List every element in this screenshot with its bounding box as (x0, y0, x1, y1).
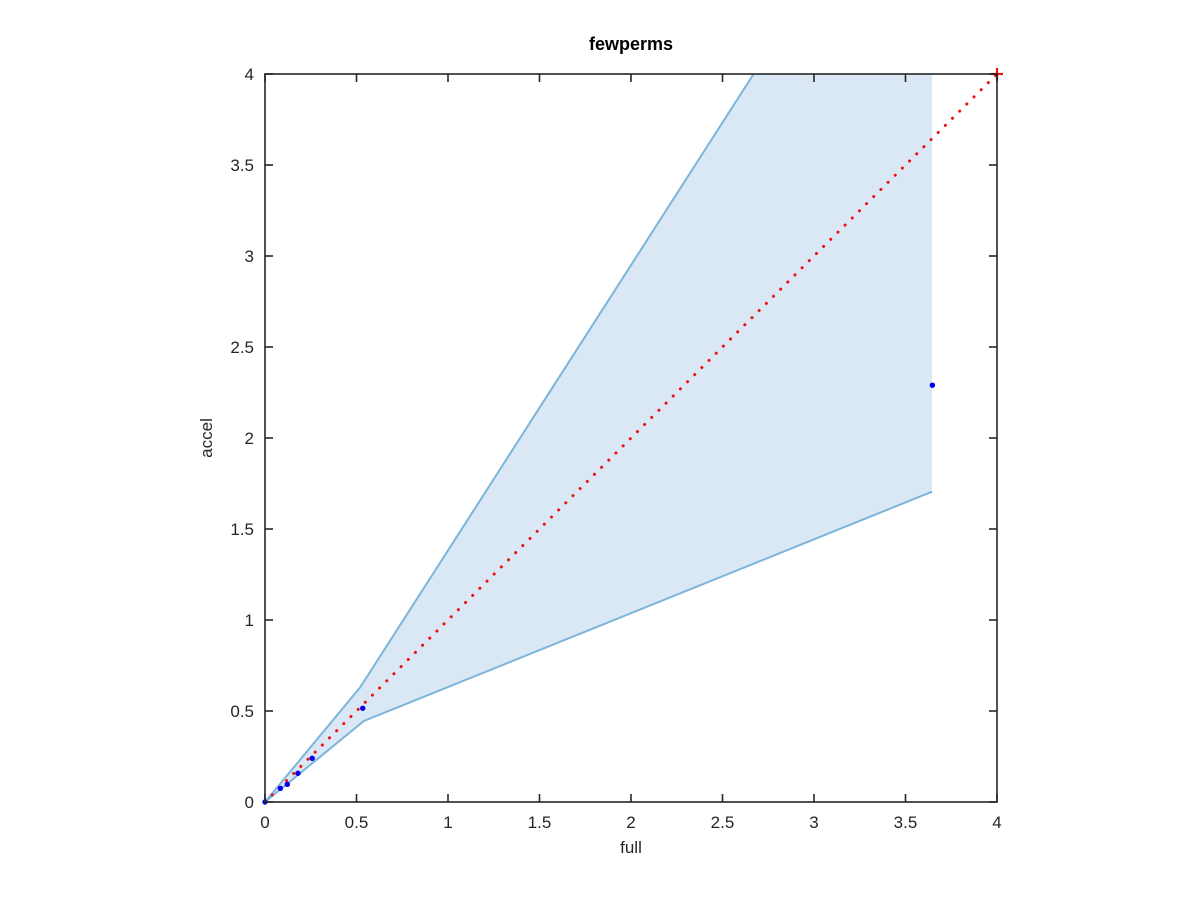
x-tick-label: 3.5 (894, 813, 918, 832)
x-tick-label: 4 (992, 813, 1001, 832)
scatter-point (929, 382, 936, 388)
chart-title: fewperms (588, 34, 674, 54)
x-tick-label: 0.5 (345, 813, 369, 832)
x-tick-label: 2.5 (711, 813, 735, 832)
confidence-band-upper-edge (264, 73, 755, 803)
x-tick-label: 1.5 (528, 813, 552, 832)
scatter-point (309, 755, 315, 762)
y-tick-label: 2.5 (230, 338, 254, 357)
x-tick-label: 1 (443, 813, 452, 832)
y-tick-label: 3 (245, 247, 254, 266)
x-tick-label: 0 (260, 813, 269, 832)
x-tick-label: 3 (809, 813, 818, 832)
y-tick-label: 0.5 (230, 702, 254, 721)
y-tick-label: 3.5 (230, 156, 254, 175)
scatter-point (284, 781, 291, 788)
y-tick-label: 4 (245, 65, 254, 84)
y-tick-label: 1.5 (230, 520, 254, 539)
scatter-point (360, 705, 366, 711)
identity-line (263, 72, 999, 804)
x-tick-label: 2 (626, 813, 635, 832)
y-tick-label: 1 (245, 611, 254, 630)
axes-box (264, 73, 998, 803)
y-tick-label: 0 (245, 793, 254, 812)
y-tick-label: 2 (245, 429, 254, 448)
confidence-band-fill (265, 74, 933, 802)
y-axis-label: accel (197, 418, 216, 458)
scatter-point (295, 770, 301, 776)
x-axis-label: full (620, 838, 642, 857)
scatter-point (277, 785, 284, 792)
